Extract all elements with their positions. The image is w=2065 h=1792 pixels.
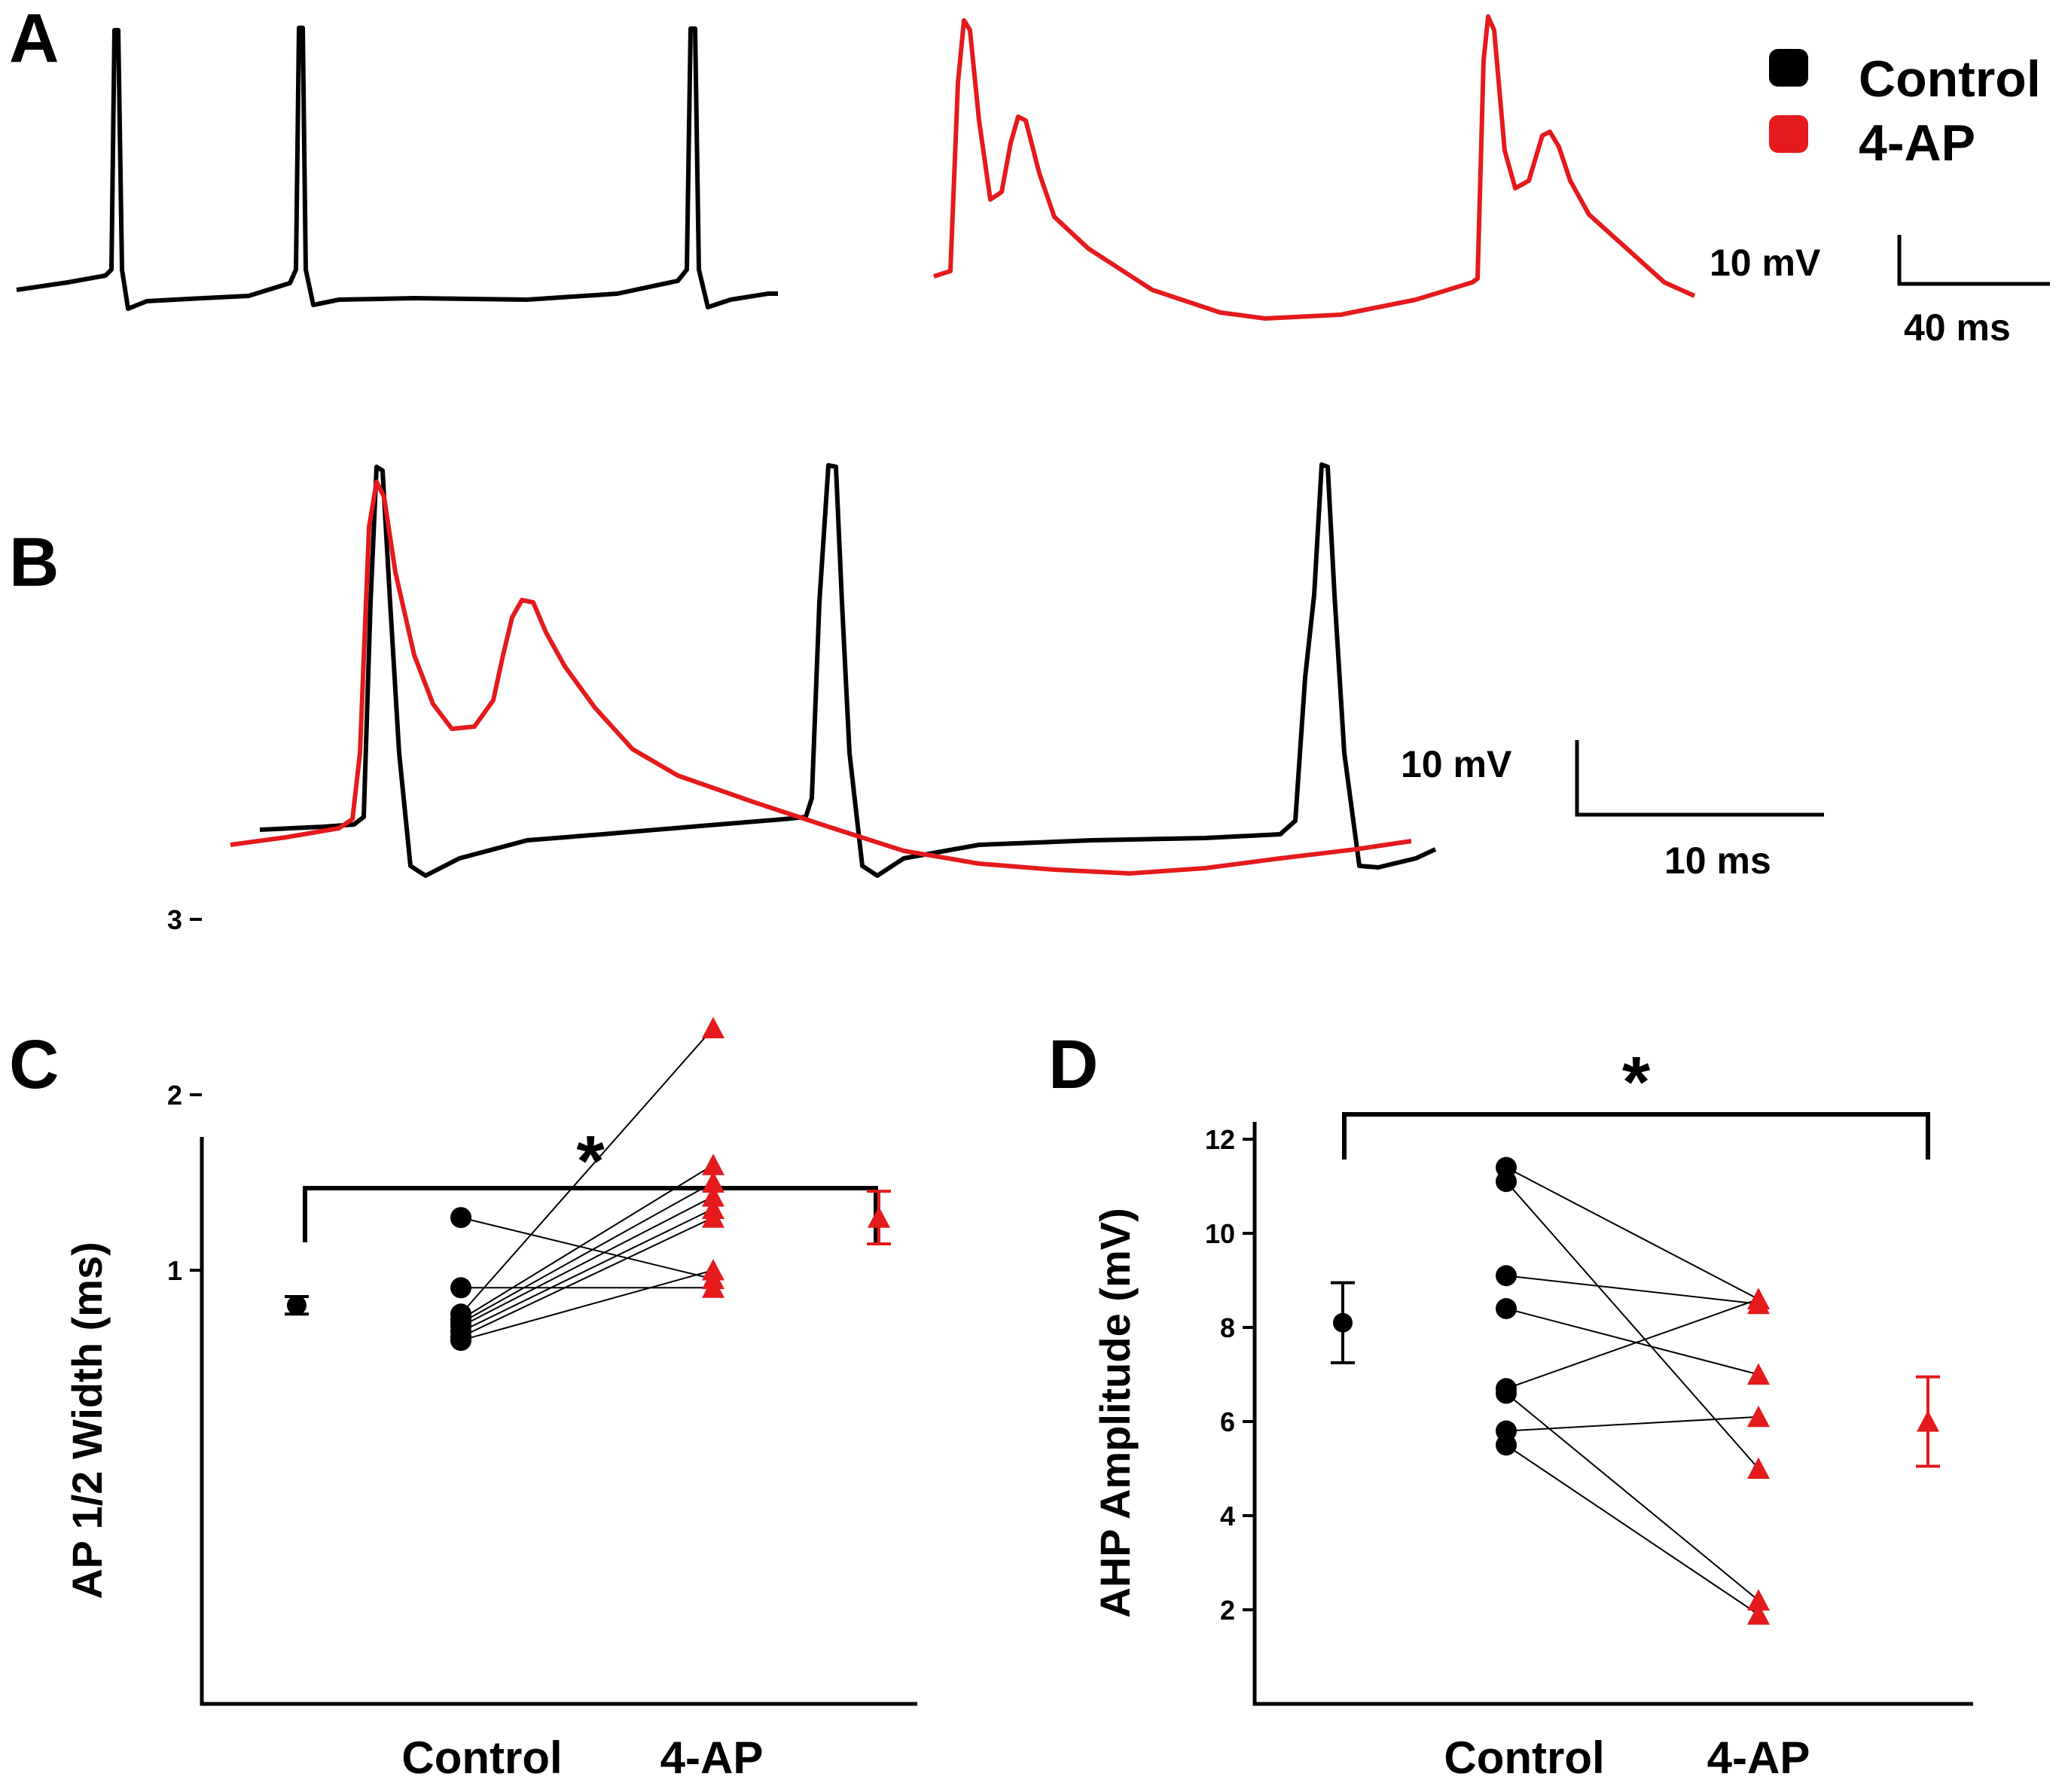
chart-c-point-4ap — [702, 1206, 724, 1228]
legend-marker-control — [1769, 49, 1808, 87]
chart-c-pair-line — [460, 1269, 714, 1342]
chart-d-ytick-label: 6 — [1220, 1406, 1235, 1437]
scale-bar-b: 10 mV 10 ms — [1401, 740, 1824, 882]
scale-bar-a-lines — [1897, 235, 2050, 286]
chart-d-pair-line — [1505, 1308, 1759, 1376]
chart-d-ytick-label: 10 — [1205, 1218, 1235, 1249]
chart-d-significance-star: * — [1622, 1042, 1651, 1123]
trace-a-control — [16, 26, 778, 311]
chart-d-ytick-label: 4 — [1220, 1501, 1235, 1531]
chart-c-ytick-label: 3 — [167, 904, 182, 935]
chart-c-point-4ap — [702, 1259, 724, 1281]
chart-d-pair-line — [1505, 1298, 1759, 1390]
scale-bar-a-time: 40 ms — [1904, 306, 2011, 349]
chart-d-pair-line — [1505, 1392, 1759, 1602]
chart-c-pair-line — [460, 1164, 714, 1321]
chart-c-point-4ap — [702, 1276, 724, 1298]
chart-d-point-4ap — [1747, 1589, 1770, 1611]
legend-label-4ap: 4-AP — [1859, 114, 1975, 172]
chart-d-point-control — [1496, 1171, 1517, 1193]
chart-c-category-control: Control — [401, 1733, 562, 1783]
chart-c-pair-line — [460, 1027, 714, 1315]
chart-d-pair-line — [1505, 1275, 1759, 1305]
scale-bar-b-voltage: 10 mV — [1401, 743, 1512, 785]
chart-c-ytick-label: 2 — [167, 1080, 182, 1111]
chart-d-ytick-label: 8 — [1220, 1312, 1235, 1343]
legend-label-control: Control — [1859, 50, 2041, 108]
trace-b-control — [259, 462, 1437, 878]
chart-c-point-4ap — [702, 1016, 724, 1038]
trace-b-4ap — [230, 480, 1412, 876]
chart-c-point-4ap — [702, 1154, 724, 1175]
scale-bar-b-time: 10 ms — [1664, 840, 1771, 882]
chart-c-ytick-label: 1 — [167, 1255, 182, 1286]
chart-c-pair-line — [460, 1217, 714, 1338]
chart-d-pair-line — [1505, 1444, 1759, 1616]
scale-bar-a-voltage: 10 mV — [1710, 242, 1821, 284]
chart-d-pair-line — [1505, 1416, 1759, 1432]
chart-c-point-4ap — [702, 1171, 724, 1193]
chart-c-pair-line — [460, 1208, 714, 1333]
chart-d-category-4ap: 4-AP — [1707, 1733, 1810, 1783]
chart-d-point-control — [1496, 1265, 1517, 1287]
chart-c-point-control — [450, 1207, 471, 1229]
panel-label-c: C — [9, 1026, 59, 1103]
chart-d-point-4ap — [1747, 1288, 1770, 1309]
chart-c-category-4ap: 4-AP — [660, 1733, 764, 1783]
chart-d-point-4ap — [1747, 1363, 1770, 1385]
chart-c-significance-star: * — [576, 1121, 605, 1202]
chart-d-point-4ap — [1747, 1603, 1770, 1625]
panel-label-d: D — [1048, 1026, 1098, 1103]
scale-bar-b-lines — [1575, 740, 1824, 817]
chart-c-ylabel: AP 1/2 Width (ms) — [63, 1242, 111, 1599]
chart-c-summary-mean-4ap — [868, 1206, 890, 1228]
chart-d-ytick-label: 12 — [1205, 1124, 1235, 1155]
chart-d-point-4ap — [1747, 1457, 1770, 1479]
panel-label-a: A — [9, 0, 59, 77]
chart-d-significance-bracket — [1342, 1112, 1930, 1160]
legend-marker-4ap — [1769, 115, 1808, 153]
chart-d-category-control: Control — [1444, 1733, 1604, 1783]
chart-d-point-control — [1496, 1298, 1517, 1319]
chart-c-axes — [200, 1137, 917, 1706]
chart-c-pair-line — [460, 1181, 714, 1324]
chart-d-pair-line — [1505, 1181, 1759, 1470]
chart-c-point-control — [450, 1330, 471, 1352]
chart-d-point-control — [1496, 1434, 1517, 1456]
legend: Control 4-AP — [1769, 49, 2041, 172]
chart-c-summary-mean-control — [287, 1295, 307, 1315]
chart-c-pair-line — [460, 1196, 714, 1327]
chart-d-ytick-label: 2 — [1220, 1595, 1235, 1626]
trace-a-4ap — [933, 14, 1696, 321]
chart-d-axes — [1252, 1122, 1973, 1706]
chart-d-summary-mean-4ap — [1917, 1410, 1939, 1432]
chart-c-point-control — [450, 1277, 471, 1299]
chart-c-pair-line — [460, 1217, 714, 1280]
chart-d-summary-mean-control — [1333, 1312, 1353, 1333]
chart-d-point-control — [1496, 1382, 1517, 1404]
chart-c: 1 2 3 AP 1/2 Width (ms) Control 4-AP * — [63, 904, 917, 1783]
chart-d-ylabel: AHP Amplitude (mV) — [1091, 1208, 1139, 1617]
chart-d-point-4ap — [1747, 1405, 1770, 1428]
scale-bar-a: 10 mV 40 ms — [1710, 235, 2050, 349]
panel-label-b: B — [9, 524, 59, 601]
chart-d-pair-line — [1505, 1166, 1759, 1300]
chart-d: 2 4 6 8 10 12 AHP Amplitude (mV) Control 4-AP * — [1091, 1042, 1973, 1783]
chart-c-point-4ap — [702, 1185, 724, 1207]
